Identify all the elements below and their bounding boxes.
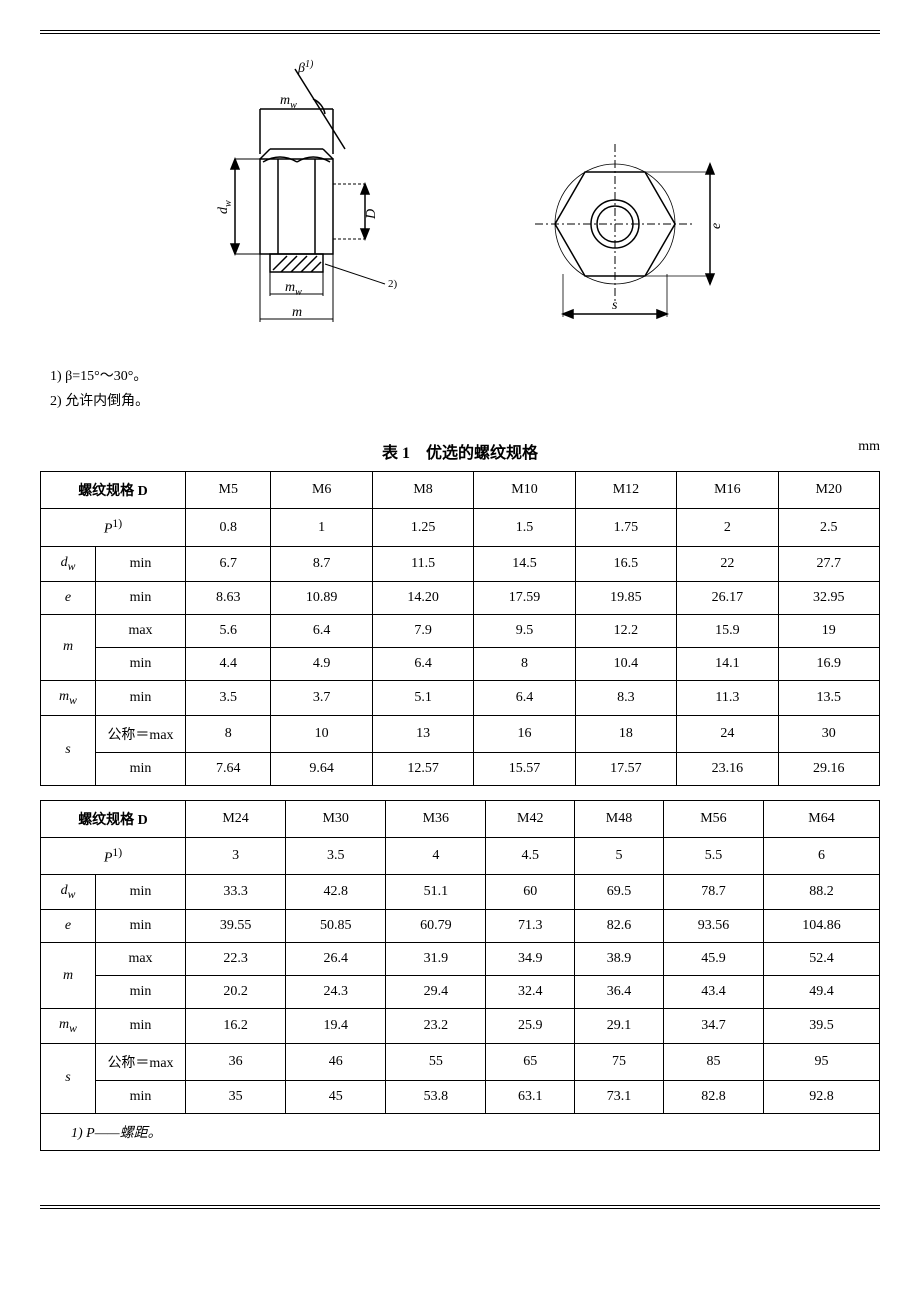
table-title: 表 1 优选的螺纹规格 xyxy=(382,439,538,463)
svg-text:β1): β1) xyxy=(297,59,314,76)
svg-text:m: m xyxy=(292,305,302,320)
table-unit: mm xyxy=(858,439,880,455)
note-2: 2) 允许内倒角。 xyxy=(50,389,880,414)
svg-text:dw: dw xyxy=(216,200,234,214)
spec-table-2: 螺纹规格 DM24M30M36M42M48M56M64P1)33.544.555… xyxy=(40,800,880,1151)
spec-table-1: 螺纹规格 DM5M6M8M10M12M16M20P1)0.811.251.51.… xyxy=(40,471,880,785)
svg-text:s: s xyxy=(612,298,618,313)
svg-text:2): 2) xyxy=(388,278,398,290)
page-frame: β1) mw xyxy=(40,30,880,1209)
diagram-notes: 1) β=15°～30°。 2) 允许内倒角。 xyxy=(50,364,880,414)
nut-side-view-diagram: β1) mw xyxy=(185,54,415,344)
diagrams-container: β1) mw xyxy=(40,54,880,344)
note-1: 1) β=15°～30°。 xyxy=(50,364,880,389)
svg-text:mw: mw xyxy=(285,280,302,298)
nut-top-view-diagram: e s xyxy=(495,134,735,344)
svg-text:e: e xyxy=(709,223,724,229)
table-title-row: 表 1 优选的螺纹规格 mm xyxy=(40,439,880,463)
svg-text:D: D xyxy=(364,209,379,220)
table-footnote: 1) P——螺距。 xyxy=(41,1113,880,1150)
